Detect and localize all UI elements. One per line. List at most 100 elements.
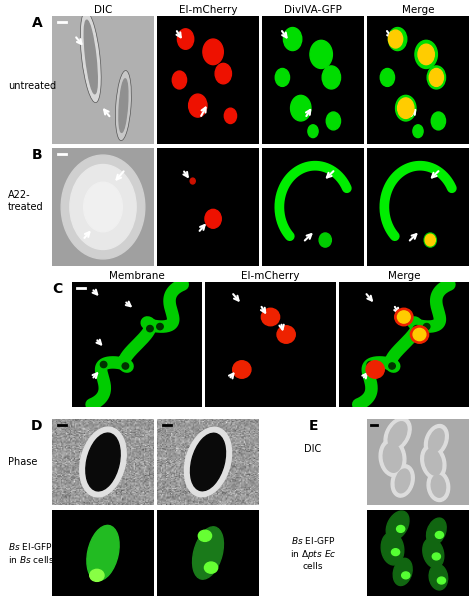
Ellipse shape	[421, 445, 446, 479]
Circle shape	[396, 95, 416, 121]
Circle shape	[413, 325, 420, 332]
Circle shape	[418, 44, 434, 65]
Circle shape	[190, 178, 195, 184]
Circle shape	[429, 68, 444, 86]
Circle shape	[397, 311, 410, 323]
Circle shape	[415, 40, 438, 68]
Ellipse shape	[119, 79, 128, 133]
Ellipse shape	[391, 465, 414, 497]
Circle shape	[326, 112, 340, 130]
Circle shape	[427, 66, 446, 89]
Circle shape	[401, 572, 410, 579]
Circle shape	[173, 71, 187, 89]
Circle shape	[413, 328, 426, 341]
Circle shape	[224, 108, 237, 124]
Circle shape	[283, 28, 302, 50]
Circle shape	[380, 68, 394, 86]
Text: $\it{Bs}$ EI-GFP
in $\it{Bs}$ cells: $\it{Bs}$ EI-GFP in $\it{Bs}$ cells	[8, 541, 55, 565]
Circle shape	[410, 326, 428, 343]
Circle shape	[388, 28, 407, 50]
Ellipse shape	[192, 527, 223, 579]
Ellipse shape	[70, 164, 136, 250]
Circle shape	[90, 569, 104, 581]
Ellipse shape	[87, 526, 119, 581]
Text: EI-mCherry: EI-mCherry	[179, 5, 237, 15]
Text: untreated: untreated	[8, 82, 56, 91]
Circle shape	[438, 577, 446, 584]
Text: B: B	[32, 148, 43, 162]
Circle shape	[122, 363, 128, 369]
Ellipse shape	[423, 538, 444, 568]
Ellipse shape	[379, 439, 406, 476]
Circle shape	[398, 98, 414, 118]
Circle shape	[319, 233, 331, 247]
Text: DIC: DIC	[304, 444, 322, 454]
Ellipse shape	[431, 475, 446, 497]
Text: E: E	[308, 419, 318, 433]
Ellipse shape	[115, 71, 131, 140]
Text: DivIVA-GFP: DivIVA-GFP	[284, 5, 342, 15]
Text: Phase: Phase	[8, 457, 37, 467]
Ellipse shape	[383, 443, 402, 472]
Circle shape	[432, 553, 440, 560]
Circle shape	[322, 66, 340, 89]
Text: Membrane: Membrane	[109, 271, 165, 281]
Circle shape	[424, 233, 437, 247]
Circle shape	[146, 325, 153, 332]
Circle shape	[275, 68, 290, 86]
Circle shape	[367, 361, 374, 368]
Text: C: C	[52, 282, 63, 296]
Circle shape	[291, 95, 311, 121]
Ellipse shape	[388, 422, 407, 447]
Text: Merge: Merge	[402, 5, 434, 15]
Circle shape	[157, 323, 163, 329]
Text: DIC: DIC	[94, 5, 112, 15]
Circle shape	[413, 125, 423, 137]
Circle shape	[388, 30, 403, 48]
Circle shape	[310, 40, 332, 68]
Ellipse shape	[424, 425, 448, 457]
Circle shape	[261, 308, 280, 326]
Ellipse shape	[384, 418, 411, 451]
Circle shape	[308, 125, 318, 137]
Circle shape	[395, 308, 413, 326]
Circle shape	[277, 326, 295, 343]
Ellipse shape	[427, 470, 450, 502]
Circle shape	[100, 361, 107, 368]
Circle shape	[392, 548, 400, 556]
Text: EI-mCherry: EI-mCherry	[241, 271, 300, 281]
Ellipse shape	[381, 532, 404, 565]
Ellipse shape	[86, 433, 120, 491]
Text: $\it{Bs}$ EI-GFP
in $\Delta$$\it{pts}$ $\it{Ec}$
cells: $\it{Bs}$ EI-GFP in $\Delta$$\it{pts}$ $…	[290, 535, 336, 571]
Ellipse shape	[427, 518, 446, 545]
Text: A22-
treated: A22- treated	[8, 190, 44, 212]
Circle shape	[203, 39, 223, 65]
Circle shape	[423, 323, 430, 329]
Ellipse shape	[395, 469, 410, 493]
Circle shape	[177, 29, 194, 49]
Circle shape	[397, 526, 405, 532]
Circle shape	[431, 112, 446, 130]
Text: A: A	[32, 16, 43, 30]
Circle shape	[189, 94, 207, 117]
Text: Merge: Merge	[388, 271, 420, 281]
Ellipse shape	[425, 449, 442, 475]
Ellipse shape	[184, 427, 232, 497]
Circle shape	[233, 361, 251, 378]
Circle shape	[366, 361, 384, 378]
Ellipse shape	[429, 564, 447, 590]
Ellipse shape	[61, 155, 145, 259]
Ellipse shape	[386, 511, 409, 540]
Circle shape	[435, 532, 444, 538]
Circle shape	[389, 363, 395, 369]
Circle shape	[215, 64, 231, 84]
Circle shape	[198, 530, 211, 541]
Circle shape	[204, 562, 218, 573]
Ellipse shape	[80, 427, 126, 497]
Ellipse shape	[80, 11, 101, 103]
Ellipse shape	[428, 429, 444, 452]
Ellipse shape	[393, 559, 412, 586]
Circle shape	[425, 234, 435, 246]
Ellipse shape	[191, 433, 226, 491]
Ellipse shape	[83, 182, 122, 232]
